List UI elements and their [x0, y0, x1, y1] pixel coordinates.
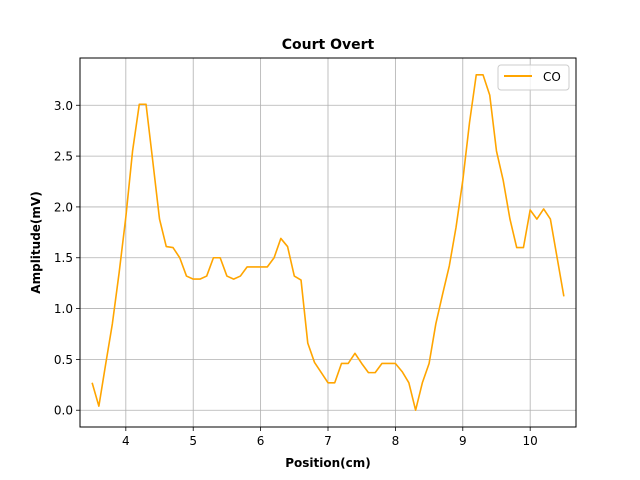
x-tick-label: 8 — [392, 434, 400, 448]
ticks: 4 5 6 7 8 9 10 0.0 0.5 1.0 1.5 2.0 2.5 3.0 — [54, 99, 538, 448]
series-line-co — [91, 73, 565, 412]
y-tick-label: 0.5 — [54, 353, 73, 367]
y-tick-label: 3.0 — [54, 99, 73, 113]
series-layer — [91, 73, 565, 412]
legend: CO — [497, 64, 570, 91]
legend-label-co: CO — [543, 70, 561, 84]
x-tick-label: 10 — [523, 434, 538, 448]
y-tick-label: 0.0 — [54, 404, 73, 418]
x-axis-label: Position(cm) — [285, 456, 371, 470]
grid — [80, 58, 576, 427]
y-tick-label: 1.5 — [54, 251, 73, 265]
y-tick-label: 2.0 — [54, 200, 73, 214]
x-tick-label: 4 — [122, 434, 130, 448]
x-tick-label: 9 — [459, 434, 467, 448]
chart-title: Court Overt — [282, 37, 375, 53]
y-tick-label: 2.5 — [54, 150, 73, 164]
y-axis-label: Amplitude(mV) — [29, 191, 43, 293]
x-tick-label: 5 — [189, 434, 197, 448]
x-tick-label: 7 — [324, 434, 332, 448]
x-tick-label: 6 — [257, 434, 265, 448]
y-tick-label: 1.0 — [54, 302, 73, 316]
legend-box — [497, 64, 570, 91]
